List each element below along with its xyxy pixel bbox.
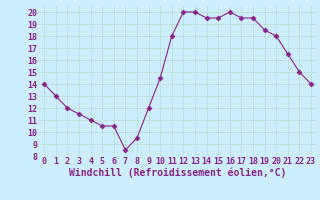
X-axis label: Windchill (Refroidissement éolien,°C): Windchill (Refroidissement éolien,°C)	[69, 168, 286, 178]
